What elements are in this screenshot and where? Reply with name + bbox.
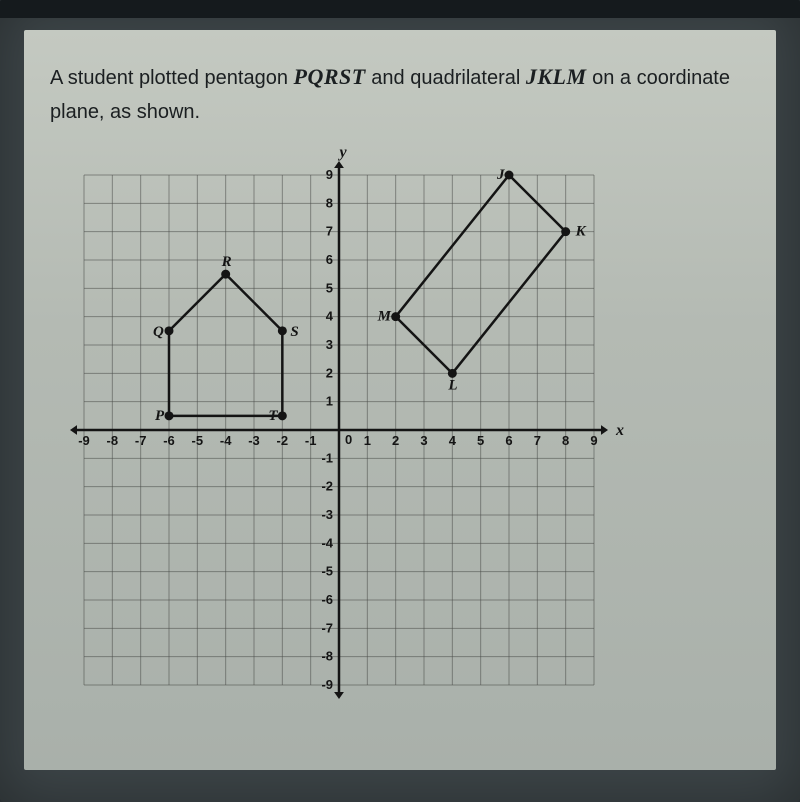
- svg-text:K: K: [575, 224, 587, 240]
- svg-text:-6: -6: [163, 433, 175, 448]
- svg-text:3: 3: [420, 433, 427, 448]
- svg-text:-5: -5: [192, 433, 204, 448]
- svg-text:x: x: [615, 422, 624, 439]
- svg-text:3: 3: [326, 337, 333, 352]
- svg-text:7: 7: [534, 433, 541, 448]
- svg-text:6: 6: [505, 433, 512, 448]
- svg-text:y: y: [337, 145, 347, 161]
- svg-text:-8: -8: [107, 433, 119, 448]
- question-text: A student plotted pentagon PQRST and qua…: [50, 58, 754, 129]
- svg-text:-2: -2: [277, 433, 289, 448]
- q-mid: and quadrilateral: [371, 67, 526, 89]
- svg-text:-1: -1: [321, 451, 333, 466]
- svg-text:-5: -5: [321, 564, 333, 579]
- svg-text:8: 8: [326, 196, 333, 211]
- svg-text:Q: Q: [153, 324, 164, 340]
- svg-text:-7: -7: [321, 621, 333, 636]
- q-shape1: PQRST: [294, 64, 366, 89]
- svg-text:-4: -4: [321, 536, 333, 551]
- svg-text:7: 7: [326, 224, 333, 239]
- svg-text:M: M: [377, 309, 392, 325]
- svg-text:4: 4: [449, 433, 457, 448]
- svg-text:5: 5: [477, 433, 484, 448]
- svg-text:L: L: [447, 378, 457, 394]
- svg-text:T: T: [268, 408, 278, 424]
- svg-text:4: 4: [326, 309, 334, 324]
- svg-text:-9: -9: [321, 677, 333, 692]
- svg-text:-6: -6: [321, 592, 333, 607]
- svg-text:-3: -3: [321, 507, 333, 522]
- svg-text:2: 2: [392, 433, 399, 448]
- coordinate-plane: -9-8-7-6-5-4-3-2-10123456789-9-8-7-6-5-4…: [54, 145, 624, 725]
- svg-text:0: 0: [345, 432, 352, 447]
- svg-text:P: P: [155, 408, 165, 424]
- q-shape2: JKLM: [526, 64, 587, 89]
- svg-text:-7: -7: [135, 433, 147, 448]
- photo-frame: A student plotted pentagon PQRST and qua…: [0, 0, 800, 802]
- svg-text:J: J: [496, 167, 505, 183]
- document-sheet: A student plotted pentagon PQRST and qua…: [24, 30, 776, 770]
- svg-text:-4: -4: [220, 433, 232, 448]
- svg-text:1: 1: [364, 433, 371, 448]
- svg-text:R: R: [221, 255, 232, 271]
- coordinate-plane-svg: -9-8-7-6-5-4-3-2-10123456789-9-8-7-6-5-4…: [54, 145, 624, 725]
- svg-text:6: 6: [326, 252, 333, 267]
- svg-text:S: S: [290, 324, 298, 340]
- svg-text:-1: -1: [305, 433, 317, 448]
- svg-text:9: 9: [590, 433, 597, 448]
- svg-text:-3: -3: [248, 433, 260, 448]
- svg-text:1: 1: [326, 394, 333, 409]
- window-title-bar: [0, 0, 800, 18]
- svg-text:9: 9: [326, 167, 333, 182]
- svg-text:8: 8: [562, 433, 569, 448]
- svg-text:-9: -9: [78, 433, 90, 448]
- svg-text:-2: -2: [321, 479, 333, 494]
- svg-text:2: 2: [326, 366, 333, 381]
- svg-text:5: 5: [326, 281, 333, 296]
- q-pre: A student plotted pentagon: [50, 67, 294, 89]
- svg-text:-8: -8: [321, 649, 333, 664]
